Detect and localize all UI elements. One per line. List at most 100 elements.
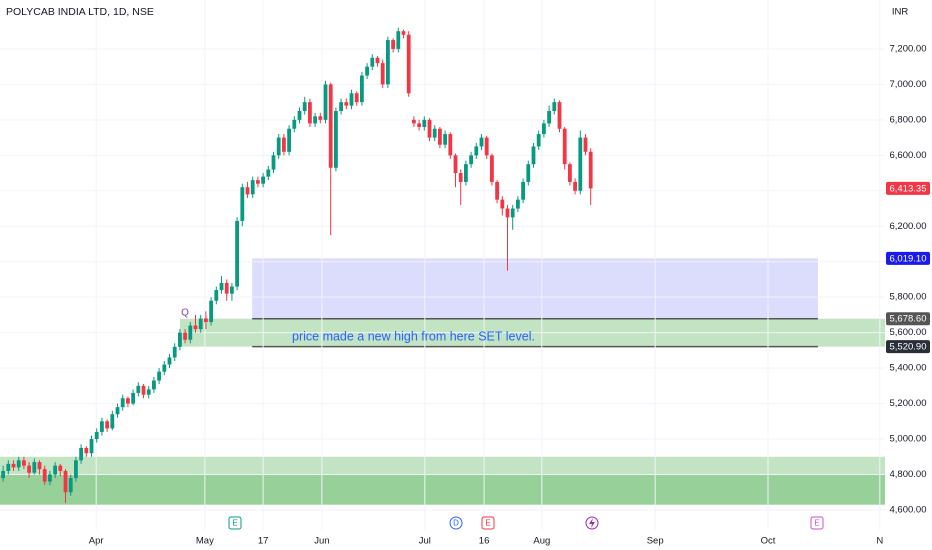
candle-body — [68, 478, 73, 493]
candle-body — [105, 421, 110, 429]
marker: Q — [181, 308, 189, 319]
candle-body — [1, 470, 6, 479]
candle-body — [32, 462, 37, 473]
x-tick-label: Apr — [89, 536, 104, 547]
candle-body — [167, 357, 172, 365]
y-tick-label: 5,000.00 — [890, 434, 927, 445]
event-label: E — [485, 519, 490, 528]
candle-body — [240, 187, 245, 221]
candle-body — [479, 137, 484, 147]
y-tick-label: 5,600.00 — [890, 327, 927, 338]
candle-body — [16, 460, 21, 468]
candle-body — [573, 181, 577, 191]
event-icon — [585, 516, 599, 530]
candle-body — [282, 137, 286, 152]
candle-body — [230, 286, 234, 294]
y-tick-label: 4,800.00 — [890, 469, 927, 480]
candle-body — [432, 128, 437, 138]
price-label-box — [886, 181, 930, 195]
candle-body — [115, 407, 120, 415]
candle-body — [42, 469, 47, 482]
candle-body — [302, 102, 307, 112]
grid — [0, 0, 885, 530]
candle-body — [224, 282, 229, 294]
candle-body — [438, 128, 442, 145]
candle-body — [515, 199, 520, 209]
candle-body — [417, 123, 422, 127]
x-tick-label: May — [196, 536, 214, 547]
candle-body — [562, 128, 567, 165]
price-label: 6,019.10 — [890, 253, 927, 264]
candle-body — [489, 155, 494, 182]
candle-body — [495, 181, 499, 200]
x-tick-label: Oct — [761, 536, 776, 547]
x-tick-label: Jun — [314, 536, 329, 547]
candle-body — [110, 414, 115, 429]
labels: 4,600.00 4,800.00 5,000.00 5,200.00 5,400.00… — [89, 43, 930, 547]
x-tick-label: Aug — [533, 536, 550, 547]
candle-body — [100, 421, 104, 432]
candle-body — [235, 220, 240, 287]
candle-body — [152, 380, 156, 390]
zone — [252, 258, 818, 319]
candle-body — [531, 146, 536, 165]
candle-body — [250, 180, 255, 195]
candle-body — [131, 392, 136, 404]
x-tick-label: Jul — [419, 536, 431, 547]
candle-body — [578, 137, 583, 191]
candle-body — [510, 208, 515, 218]
candle-body — [37, 462, 42, 470]
candle-body — [328, 84, 333, 168]
candle-body — [22, 460, 26, 466]
candle-body — [412, 119, 416, 124]
candle-body — [567, 164, 572, 182]
candle-body — [136, 385, 141, 393]
chart-title: POLYCAB INDIA LTD, 1D, NSE — [6, 6, 154, 18]
candle-body — [172, 346, 177, 358]
price-label-box — [886, 251, 930, 265]
candle-body — [11, 463, 16, 468]
candle-body — [484, 137, 489, 156]
candle-body — [386, 40, 390, 85]
candle-body — [588, 151, 593, 189]
candle-body — [214, 290, 219, 301]
x-tick-label: Sep — [647, 536, 664, 547]
annotation: price made a new high from here SET leve… — [292, 329, 535, 343]
price-label-box — [886, 312, 930, 326]
price-label-box — [886, 340, 930, 354]
candle-body — [365, 66, 370, 76]
candle-body — [505, 208, 510, 218]
candle-body — [141, 385, 146, 395]
candle-body — [183, 332, 188, 340]
candle-body — [219, 282, 224, 291]
candle-body — [6, 463, 11, 471]
candle-body — [308, 102, 312, 124]
candle-body — [406, 34, 411, 94]
candle-body — [89, 439, 94, 454]
y-tick-label: 5,800.00 — [890, 292, 927, 303]
candle-body — [422, 119, 427, 127]
candle-body — [178, 332, 182, 347]
candle-body — [360, 75, 364, 103]
x-tick-label: 16 — [479, 536, 490, 547]
candle-body — [463, 164, 468, 182]
candle-body — [193, 325, 198, 330]
zone — [0, 474, 885, 505]
candle-body — [126, 398, 130, 404]
y-tick-label: 5,200.00 — [890, 398, 927, 409]
y-tick-label: 6,800.00 — [890, 114, 927, 125]
candle-body — [48, 474, 52, 482]
x-tick-label: N — [876, 536, 883, 547]
y-tick-label: 7,200.00 — [890, 43, 927, 54]
candle-body — [276, 137, 281, 156]
candle-body — [541, 123, 546, 135]
candle-body — [396, 31, 401, 49]
candle-body — [84, 447, 89, 454]
event-label: D — [453, 519, 459, 528]
candle-body — [53, 465, 58, 475]
event-label: E — [814, 519, 819, 528]
candle-body — [474, 146, 479, 156]
candle-body — [271, 155, 276, 170]
candle-body — [443, 134, 447, 145]
y-tick-label: 7,000.00 — [890, 79, 927, 90]
